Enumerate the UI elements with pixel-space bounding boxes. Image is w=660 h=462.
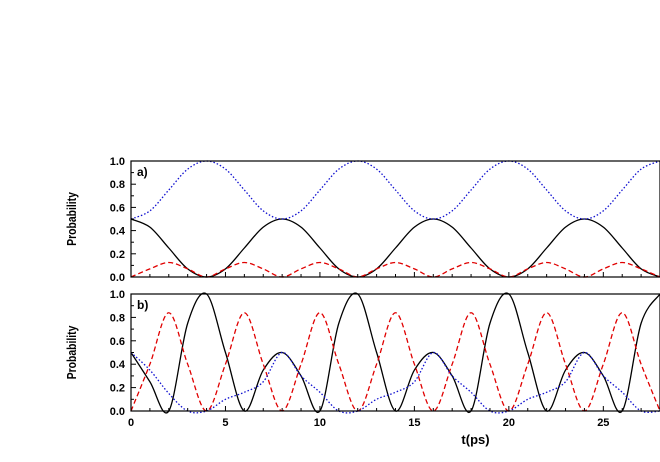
y-tick-label: 0.4 [110, 359, 126, 371]
y-tick-label: 0.0 [110, 272, 125, 284]
x-tick-label: 15 [408, 417, 420, 429]
y-tick-label: 0.2 [110, 383, 125, 395]
x-tick-label: 0 [128, 417, 134, 429]
panel-b-label: b) [137, 298, 148, 312]
x-tick-label: 20 [503, 417, 515, 429]
y-tick-label: 0.8 [110, 312, 125, 324]
y-tick-label: 1.0 [110, 289, 125, 301]
panel-b-series-1-line [130, 292, 660, 414]
y-tick-label: 0.8 [110, 179, 125, 191]
y-tick-label: 0.6 [110, 336, 125, 348]
panel-b-series-3-line [130, 351, 660, 414]
panel-a-series-2-line [130, 261, 660, 278]
x-tick-label: 5 [222, 417, 228, 429]
y-axis-label: Probability [65, 192, 79, 246]
panel-a-series-1-line [130, 218, 660, 278]
y-tick-label: 0.6 [110, 202, 125, 214]
x-tick-label: 10 [314, 417, 326, 429]
y-tick-label: 0.0 [110, 406, 125, 418]
panel-a-series-3-line [130, 160, 660, 220]
y-axis-label: Probability [65, 325, 79, 379]
panel-a-label: a) [137, 165, 148, 179]
panel-b-series-2-line [130, 312, 660, 412]
x-tick-label: 25 [597, 417, 609, 429]
x-axis-label: t(ps) [461, 432, 489, 447]
y-tick-label: 0.4 [110, 226, 126, 238]
y-tick-label: 0.2 [110, 249, 125, 261]
y-tick-label: 1.0 [110, 156, 125, 168]
